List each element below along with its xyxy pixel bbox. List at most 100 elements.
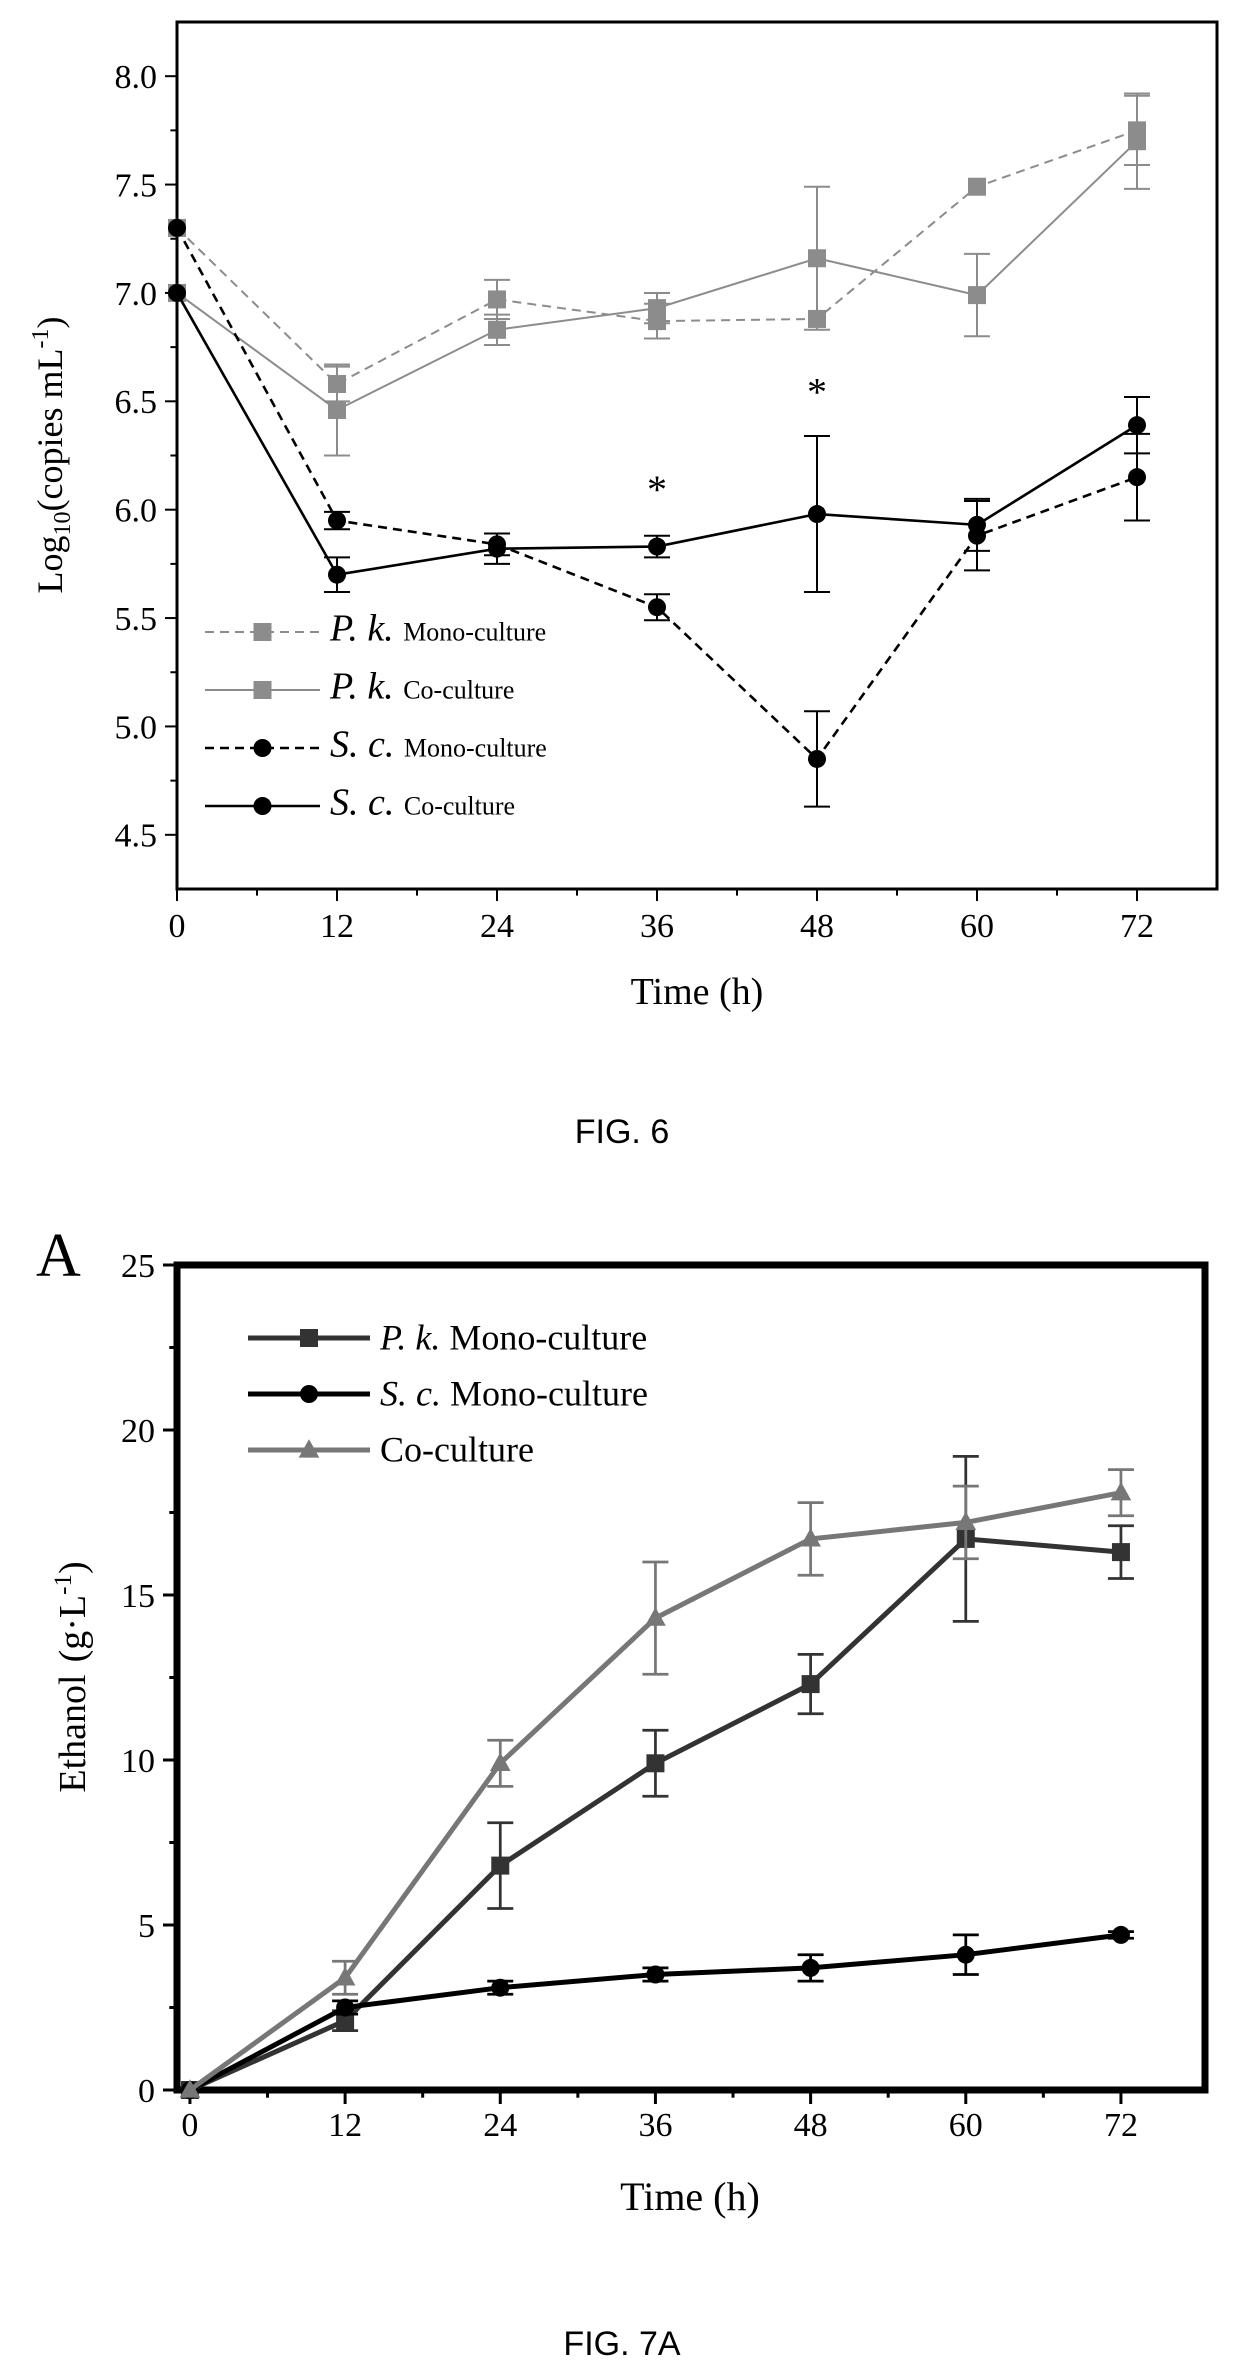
c1-legend-marker — [253, 681, 272, 699]
c2-series-co-culture — [179, 1468, 1134, 2098]
c1-significance-mark: * — [647, 467, 667, 512]
c1-series-s-c-co-culture-point — [488, 539, 506, 558]
c2-series-p-k-mono-culture-point — [1111, 1543, 1130, 1562]
fig6-caption: FIG. 6 — [575, 1113, 669, 1151]
c1-series-p-k-mono-culture-point — [488, 290, 506, 309]
c1-y-tick-label: 7.5 — [115, 167, 158, 204]
c1-series-s-c-co-culture-point — [1128, 416, 1146, 435]
c2-series-p-k-mono-culture-point — [801, 1675, 820, 1694]
c2-series-p-k-mono-culture-point — [491, 1856, 510, 1875]
fig7a-chart: A 0 12 24 36 48 60 72 0 5 10 15 20 25 Ethanol(g·L-1)… — [36, 1222, 1209, 2363]
c1-series-s-c-co-culture-point — [808, 505, 826, 524]
c2-series-co-culture-point — [1110, 1481, 1132, 1501]
fig6-x-axis-label: Time (h) — [631, 971, 764, 1013]
c1-series-s-c-mono-culture-point — [648, 598, 666, 617]
c1-y-tick-label: 8.0 — [115, 59, 158, 96]
c1-series-p-k-co-culture-point — [968, 286, 986, 305]
fig6-annotations: ** — [647, 370, 827, 513]
c1-x-tick-label: 24 — [480, 908, 514, 945]
c2-series-co-culture-point — [645, 1607, 666, 1626]
c2-legend-label: S. c. Mono-culture — [380, 1374, 648, 1414]
c2-series-co-culture-point — [800, 1528, 821, 1547]
c1-x-tick-label: 0 — [169, 908, 186, 945]
c1-series-p-k-co-culture-point — [1128, 132, 1146, 151]
c1-series-p-k-co-culture-point — [328, 400, 346, 419]
c2-series-s-c-mono-culture-line — [188, 1932, 1122, 2093]
c2-legend-marker — [300, 1385, 318, 1403]
c2-series-s-c-mono-culture — [180, 1925, 1134, 2099]
fig7a-plot-frame — [173, 1261, 1209, 2094]
c1-x-tick-label: 72 — [1120, 908, 1154, 945]
c2-series-p-k-mono-culture-point — [646, 1754, 665, 1773]
c1-series-s-c-co-culture-point — [328, 565, 346, 584]
fig6-legend: P. k. Mono-culture P. k. Co-culture S. c. … — [205, 607, 547, 823]
c2-series-co-culture-point — [334, 1967, 356, 1986]
c1-legend-label: S. c. Co-culture — [330, 781, 515, 823]
fig6-series-layer — [168, 92, 1150, 808]
fig7a-x-axis-label: Time (h) — [620, 2174, 760, 2219]
c2-y-tick-label: 20 — [121, 1413, 155, 1450]
c2-y-tick-label: 10 — [121, 1743, 155, 1780]
c1-series-s-c-mono-culture-point — [168, 218, 186, 237]
c1-series-s-c-mono-culture-point — [328, 511, 346, 530]
c1-y-tick-label: 5.5 — [115, 601, 158, 638]
c2-x-tick-label: 60 — [949, 2107, 983, 2144]
c2-series-s-c-mono-culture-point — [956, 1945, 975, 1964]
c1-series-p-k-mono-culture — [168, 94, 1150, 403]
c2-series-co-culture-point — [955, 1511, 977, 1531]
c2-y-tick-label: 5 — [138, 1908, 155, 1945]
c2-legend-marker — [300, 1329, 318, 1347]
c2-x-tick-label: 12 — [328, 2107, 362, 2144]
c1-legend-label: P. k. Co-culture — [329, 665, 514, 707]
c1-series-s-c-mono-culture-point — [808, 749, 826, 768]
c2-series-s-c-mono-culture-point — [1111, 1925, 1130, 1944]
c2-series-p-k-mono-culture — [180, 1455, 1134, 2099]
c1-series-s-c-co-culture-point — [168, 283, 186, 302]
c2-y-tick-label: 0 — [138, 2073, 155, 2110]
c2-series-s-c-mono-culture-point — [801, 1958, 820, 1977]
fig7a-axis-ticks: 0 12 24 36 48 60 72 0 5 10 15 20 25 — [121, 1248, 1138, 2144]
c2-legend-marker — [298, 1439, 320, 1458]
c1-legend-label: P. k. Mono-culture — [329, 607, 546, 649]
c1-y-tick-label: 7.0 — [115, 276, 158, 313]
c1-series-p-k-co-culture-point — [488, 320, 506, 339]
c1-y-tick-label: 6.0 — [115, 493, 158, 530]
c1-x-tick-label: 12 — [320, 908, 354, 945]
c1-series-p-k-co-culture-point — [808, 249, 826, 268]
c1-series-p-k-mono-culture-line — [176, 129, 1138, 386]
c2-x-tick-label: 48 — [794, 2107, 828, 2144]
fig7a-caption: FIG. 7A — [563, 2325, 680, 2363]
c1-legend-marker — [253, 797, 272, 815]
c1-series-p-k-co-culture — [168, 92, 1150, 457]
c2-x-tick-label: 0 — [181, 2107, 198, 2144]
c1-x-tick-label: 36 — [640, 908, 674, 945]
c1-series-s-c-co-culture-point — [648, 537, 666, 556]
c1-legend-marker — [253, 739, 272, 757]
c2-series-co-culture-point — [489, 1752, 511, 1771]
c2-x-tick-label: 24 — [483, 2107, 517, 2144]
c2-legend-label: Co-culture — [380, 1430, 534, 1470]
c1-series-s-c-co-culture — [168, 283, 1150, 594]
fig6-y-axis-label: Log10(copies mL-1) — [28, 317, 76, 594]
c1-y-tick-label: 4.5 — [115, 818, 158, 855]
c1-x-tick-label: 60 — [960, 908, 994, 945]
fig7a-y-axis-label: Ethanol(g·L-1) — [50, 1561, 94, 1792]
c2-series-co-culture-point — [179, 2079, 201, 2098]
c2-legend-label: P. k. Mono-culture — [379, 1318, 647, 1358]
fig6-chart: 0 12 24 36 48 60 724.55.05.56.06.57.07.58.0 **… — [28, 20, 1219, 1151]
c1-legend-marker — [253, 623, 272, 641]
c1-legend-label: S. c. Mono-culture — [330, 723, 547, 765]
c1-significance-mark: * — [807, 370, 827, 415]
fig7a-series-layer — [179, 1455, 1134, 2099]
fig7a-legend: P. k. Mono-culture S. c. Mono-culture Co-c… — [248, 1318, 648, 1470]
c1-series-p-k-co-culture-point — [648, 299, 666, 318]
c2-x-tick-label: 36 — [638, 2107, 672, 2144]
c2-series-s-c-mono-culture-point — [491, 1978, 510, 1997]
c1-y-tick-label: 5.0 — [115, 709, 158, 746]
fig6-axis-ticks: 0 12 24 36 48 60 72 4.5 5.0 5.5 6.0 6.5 7.0 7.5 8.0 — [115, 59, 1155, 945]
c2-series-p-k-mono-culture-point — [336, 2011, 355, 2030]
c1-y-tick-label: 6.5 — [115, 384, 158, 421]
c2-series-s-c-mono-culture-point — [646, 1965, 665, 1984]
c2-y-tick-label: 15 — [121, 1578, 155, 1615]
